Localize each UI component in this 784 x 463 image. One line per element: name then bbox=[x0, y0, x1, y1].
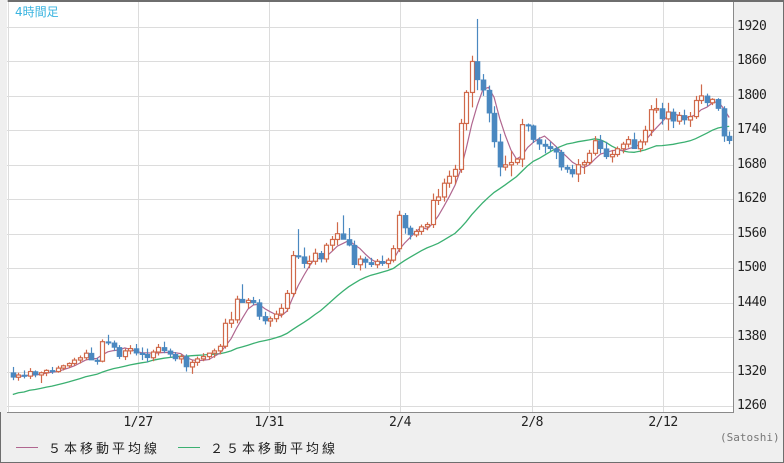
legend-item-ma5: ５本移動平均線 bbox=[16, 438, 160, 457]
legend-label-ma5: ５本移動平均線 bbox=[48, 442, 161, 457]
y-tick-label: 1560 bbox=[737, 225, 767, 241]
y-tick-label: 1800 bbox=[737, 87, 767, 103]
y-tick-label: 1740 bbox=[737, 121, 767, 137]
legend-label-ma25: ２５本移動平均線 bbox=[210, 442, 339, 457]
y-tick-label: 1320 bbox=[737, 363, 767, 379]
y-tick-label: 1920 bbox=[737, 18, 767, 34]
legend: ５本移動平均線 ２５本移動平均線 bbox=[16, 438, 356, 457]
unit-label: (Satoshi) bbox=[720, 431, 780, 444]
y-tick-label: 1680 bbox=[737, 156, 767, 172]
x-tick-label: 2/4 bbox=[389, 415, 411, 430]
legend-item-ma25: ２５本移動平均線 bbox=[178, 438, 338, 457]
x-tick-label: 1/31 bbox=[254, 415, 284, 430]
x-tick-label: 2/12 bbox=[648, 415, 678, 430]
y-tick-label: 1620 bbox=[737, 190, 767, 206]
plot-area bbox=[7, 2, 734, 413]
y-tick-label: 1380 bbox=[737, 328, 767, 344]
ma5-swatch-icon bbox=[16, 447, 38, 448]
x-tick-label: 1/27 bbox=[123, 415, 153, 430]
y-tick-label: 1440 bbox=[737, 294, 767, 310]
chart-title: 4時間足 bbox=[15, 5, 59, 19]
y-tick-label: 1260 bbox=[737, 397, 767, 413]
ma25-swatch-icon bbox=[178, 447, 201, 448]
y-tick-label: 1500 bbox=[737, 259, 767, 275]
x-tick-label: 2/8 bbox=[521, 415, 543, 430]
y-tick-label: 1860 bbox=[737, 52, 767, 68]
